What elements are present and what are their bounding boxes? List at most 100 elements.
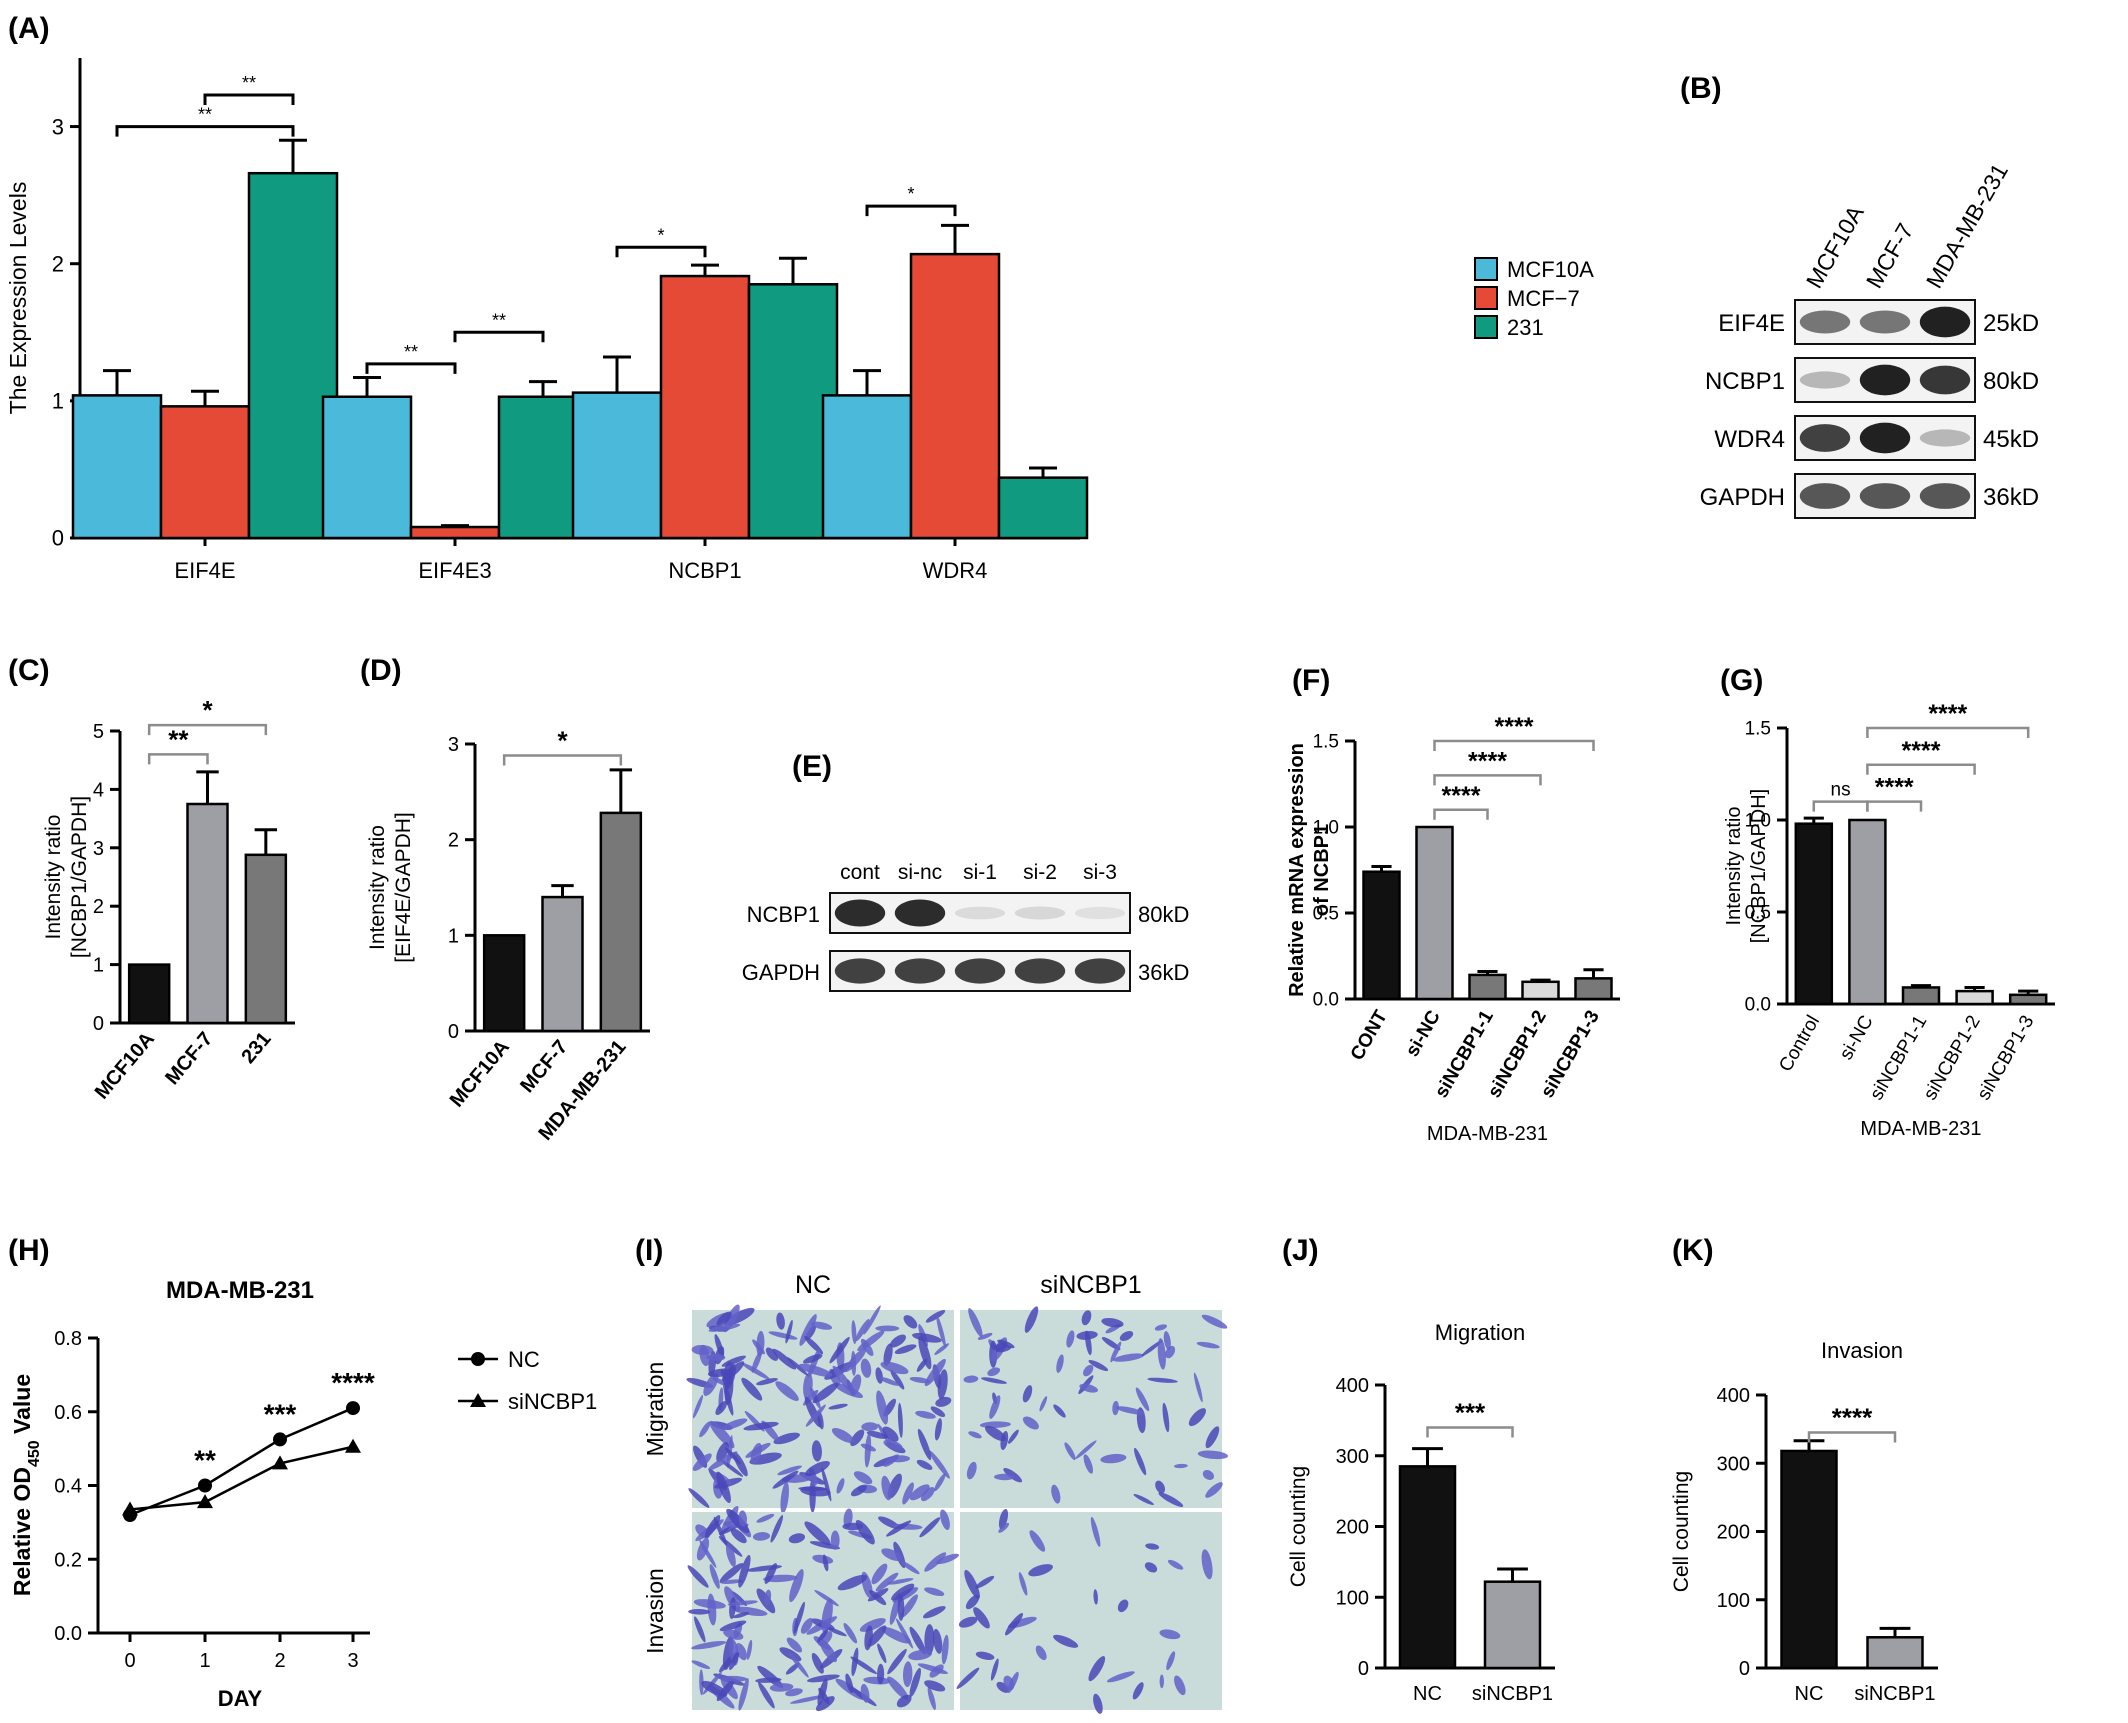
i-stained-cell bbox=[821, 1598, 833, 1633]
b-blot-band bbox=[1919, 306, 1971, 338]
i-stained-cell bbox=[716, 1311, 732, 1327]
a-x-tick-label: EIF4E bbox=[174, 558, 235, 583]
g-y-tick-label: 0.5 bbox=[1745, 903, 1771, 924]
f-bar bbox=[1362, 870, 1401, 1001]
i-stained-cell bbox=[1079, 1383, 1099, 1393]
c-y-tick-label: 5 bbox=[93, 721, 104, 743]
i-stained-cell bbox=[864, 1625, 873, 1651]
a-error-bar bbox=[441, 524, 469, 528]
i-stained-cell bbox=[775, 1381, 799, 1401]
c-bar bbox=[127, 963, 171, 1025]
e-blot-band bbox=[894, 899, 946, 927]
e-blot-band bbox=[1074, 958, 1126, 984]
i-stained-cell bbox=[894, 1344, 917, 1355]
panel-label-e: (E) bbox=[792, 750, 832, 783]
g-significance-bracket bbox=[1866, 763, 1976, 775]
a-error-bar bbox=[353, 376, 381, 397]
i-stained-cell bbox=[1085, 1330, 1092, 1356]
i-stained-cell bbox=[1022, 1416, 1039, 1430]
g-error-bar bbox=[2018, 989, 2039, 995]
i-stained-cell bbox=[909, 1376, 931, 1384]
h-point bbox=[197, 1494, 213, 1509]
f-error-bar bbox=[1477, 969, 1498, 975]
k-error-bar bbox=[1879, 1626, 1911, 1638]
j-x-tick-label: NC bbox=[1413, 1683, 1442, 1705]
h-series-line bbox=[129, 1445, 354, 1511]
a-significance-bracket bbox=[115, 125, 295, 137]
i-stained-cell bbox=[811, 1440, 822, 1462]
a-x-tick-label: WDR4 bbox=[923, 558, 988, 583]
k-y-tick-label: 100 bbox=[1717, 1590, 1750, 1612]
f-y-axis-title: Relative mRNA expression bbox=[1286, 743, 1308, 997]
i-stained-cell bbox=[912, 1332, 942, 1343]
d-x-tick-label: MCF-7 bbox=[516, 1036, 572, 1097]
c-error-bar bbox=[254, 828, 278, 855]
h-y-tick-label: 0.0 bbox=[54, 1623, 82, 1645]
panel-label-a: (A) bbox=[8, 12, 50, 45]
a-error-bar bbox=[603, 355, 631, 393]
i-stained-cell bbox=[966, 1461, 977, 1480]
k-x-tick-label: siNCBP1 bbox=[1854, 1683, 1935, 1705]
b-blot-band bbox=[1859, 422, 1911, 454]
i-stained-cell bbox=[817, 1678, 828, 1706]
e-blot-band bbox=[894, 958, 946, 984]
d-bar bbox=[599, 811, 643, 1033]
i-stained-cell bbox=[732, 1606, 768, 1617]
i-stained-cell bbox=[1112, 1353, 1145, 1362]
i-stained-cell bbox=[785, 1319, 793, 1344]
h-y-tick-label: 0.4 bbox=[54, 1476, 82, 1498]
i-stained-cell bbox=[930, 1406, 946, 1418]
i-stained-cell bbox=[916, 1459, 933, 1470]
h-y-axis-title-part: Value bbox=[9, 1374, 35, 1440]
i-stained-cell bbox=[764, 1563, 778, 1584]
g-significance-bracket bbox=[1866, 726, 2030, 738]
i-stained-cell bbox=[941, 1634, 949, 1665]
i-stained-cell bbox=[830, 1530, 840, 1550]
j-y-tick-label: 400 bbox=[1336, 1375, 1369, 1397]
i-stained-cell bbox=[738, 1510, 748, 1527]
d-y-tick-label: 3 bbox=[448, 734, 459, 756]
i-stained-cell bbox=[883, 1454, 900, 1467]
c-error-bar bbox=[196, 770, 219, 804]
i-stained-cell bbox=[915, 1410, 936, 1419]
i-stained-cell bbox=[863, 1305, 881, 1335]
i-stained-cell bbox=[687, 1565, 709, 1588]
h-legend-marker bbox=[470, 1393, 486, 1407]
i-stained-cell bbox=[719, 1563, 744, 1583]
f-y-axis-title: of NCBP1 bbox=[1311, 824, 1333, 916]
a-legend-swatch bbox=[1474, 286, 1498, 310]
h-point bbox=[346, 1401, 360, 1416]
h-y-axis-title-part: Relative OD bbox=[9, 1467, 35, 1596]
e-lane-label: si-nc bbox=[898, 861, 942, 884]
i-stained-cell bbox=[1196, 1341, 1220, 1349]
i-stained-cell bbox=[877, 1643, 887, 1663]
i-stained-cell bbox=[811, 1652, 824, 1674]
i-stained-cell bbox=[1007, 1671, 1019, 1693]
i-stained-cell bbox=[772, 1348, 797, 1370]
i-stained-cell bbox=[1004, 1612, 1024, 1636]
a-significance-bracket bbox=[203, 93, 295, 106]
a-significance-label: * bbox=[657, 225, 664, 245]
i-stained-cell bbox=[780, 1481, 789, 1514]
i-stained-cell bbox=[727, 1600, 758, 1606]
a-error-bar bbox=[779, 256, 807, 285]
i-stained-cell bbox=[756, 1513, 775, 1523]
c-significance-bracket bbox=[147, 723, 268, 736]
i-stained-cell bbox=[1029, 1530, 1046, 1552]
panel-j-chart: 0 100 200 300 400 NC siNCBP1 *** Cell counting Mi… bbox=[1287, 1320, 1555, 1705]
i-stained-cell bbox=[936, 1315, 946, 1348]
h-significance-label: *** bbox=[264, 1398, 297, 1429]
i-stained-cell bbox=[937, 1369, 948, 1400]
h-y-tick-label: 0.8 bbox=[54, 1328, 82, 1350]
i-stained-cell bbox=[785, 1662, 800, 1675]
panel-label-j: (J) bbox=[1282, 1234, 1319, 1267]
i-stained-cell bbox=[925, 1310, 946, 1323]
e-blot-protein-label: GAPDH bbox=[742, 960, 820, 985]
i-stained-cell bbox=[1053, 1404, 1066, 1418]
i-stained-cell bbox=[721, 1675, 748, 1682]
a-error-bar bbox=[941, 223, 969, 255]
b-blot-protein-label: GAPDH bbox=[1700, 484, 1785, 511]
i-stained-cell bbox=[929, 1664, 944, 1678]
i-stained-cell bbox=[829, 1336, 850, 1364]
